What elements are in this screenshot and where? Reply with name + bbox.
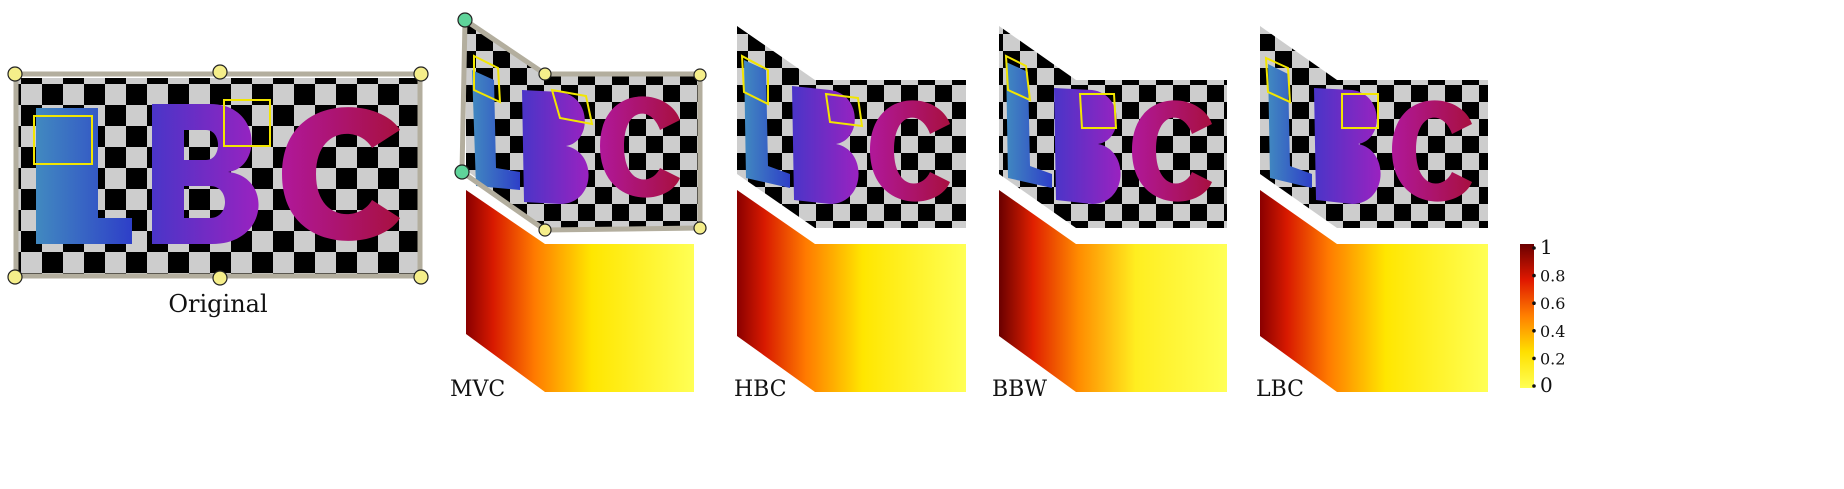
- selected-cage-handle[interactable]: [457, 12, 473, 28]
- lbc-caption: LBC: [1256, 377, 1304, 402]
- highlight-box: [550, 88, 594, 126]
- letter-l-shape: [744, 60, 790, 188]
- weight-heatmap: [737, 190, 966, 392]
- hbc-panel: HBC: [734, 26, 966, 402]
- colorbar-gradient: [1520, 244, 1534, 388]
- letter-c-shape: [282, 107, 400, 241]
- cage-handle[interactable]: [538, 67, 552, 81]
- highlight-box: [1078, 93, 1118, 129]
- hbc-deformed-image: [737, 26, 966, 228]
- highlight-box: [473, 54, 502, 104]
- highlight-box: [223, 99, 271, 147]
- cage-handle[interactable]: [7, 66, 23, 82]
- bbw-caption: BBW: [992, 377, 1047, 402]
- letter-c-shape: [600, 96, 680, 198]
- weight-heatmap: [1260, 190, 1488, 392]
- highlight-box: [1004, 54, 1032, 102]
- bbw-panel: BBW: [992, 26, 1227, 402]
- colorbar-tick-label: 0.6: [1540, 294, 1565, 313]
- original-panel: Original: [7, 64, 429, 318]
- colorbar-tick-mark: [1532, 356, 1536, 361]
- highlight-box: [1264, 56, 1292, 104]
- letter-b-shape: [522, 90, 589, 204]
- colorbar-tick-mark: [1532, 246, 1536, 250]
- colorbar-tick-mark: [1532, 273, 1536, 278]
- cage-handles[interactable]: [7, 64, 429, 286]
- colorbar-tick-mark: [1532, 301, 1536, 306]
- letter-l-shape: [1268, 64, 1312, 188]
- mvc-panel: MVC: [450, 12, 707, 402]
- colorbar-tick-mark: [1532, 384, 1536, 388]
- lbc-deformed-image: [1260, 26, 1488, 228]
- cage-handle[interactable]: [212, 64, 228, 80]
- weight-heatmap: [999, 190, 1227, 392]
- letter-c-shape: [870, 100, 950, 202]
- cage-handle[interactable]: [212, 270, 228, 286]
- letter-b-shape: [1314, 88, 1381, 204]
- colorbar-tick-label: 0.4: [1540, 322, 1565, 341]
- colorbar-tick-mark: [1532, 329, 1536, 333]
- cage-handle[interactable]: [413, 66, 429, 82]
- hbc-caption: HBC: [734, 377, 787, 402]
- letter-c-shape: [1132, 100, 1212, 202]
- mvc-deformed-image: [454, 12, 707, 237]
- colorbar-tick-label: 0.8: [1540, 267, 1565, 286]
- weight-heatmap: [466, 190, 694, 392]
- colorbar-ticks: 1 0.8 0.6 0.4 0.2 0: [1532, 235, 1565, 397]
- letter-l-shape: [472, 70, 520, 190]
- highlight-box: [1341, 93, 1379, 129]
- colorbar-tick-label: 0: [1540, 373, 1553, 397]
- letter-b-shape: [792, 86, 859, 204]
- highlight-box: [740, 54, 769, 106]
- letter-b-shape: [152, 104, 259, 244]
- cage-handle[interactable]: [7, 269, 23, 285]
- bbw-deformed-image: [999, 26, 1227, 228]
- cage-handle[interactable]: [693, 68, 707, 82]
- letter-c-shape: [1392, 100, 1472, 202]
- highlight-box: [33, 115, 93, 165]
- colorbar-tick-label: 0.2: [1540, 349, 1565, 368]
- letter-l-shape: [36, 108, 132, 244]
- lbc-panel: LBC: [1256, 26, 1488, 402]
- cage-handle[interactable]: [413, 269, 429, 285]
- selected-cage-handle[interactable]: [454, 164, 470, 180]
- letter-b-shape: [1054, 88, 1121, 204]
- colorbar: 1 0.8 0.6 0.4 0.2 0: [1520, 235, 1565, 397]
- highlight-box: [824, 92, 864, 128]
- mvc-caption: MVC: [450, 377, 505, 402]
- colorbar-tick-label: 1: [1540, 235, 1553, 259]
- cage-handle[interactable]: [693, 221, 707, 235]
- original-caption: Original: [168, 290, 267, 318]
- cage-handle[interactable]: [538, 223, 552, 237]
